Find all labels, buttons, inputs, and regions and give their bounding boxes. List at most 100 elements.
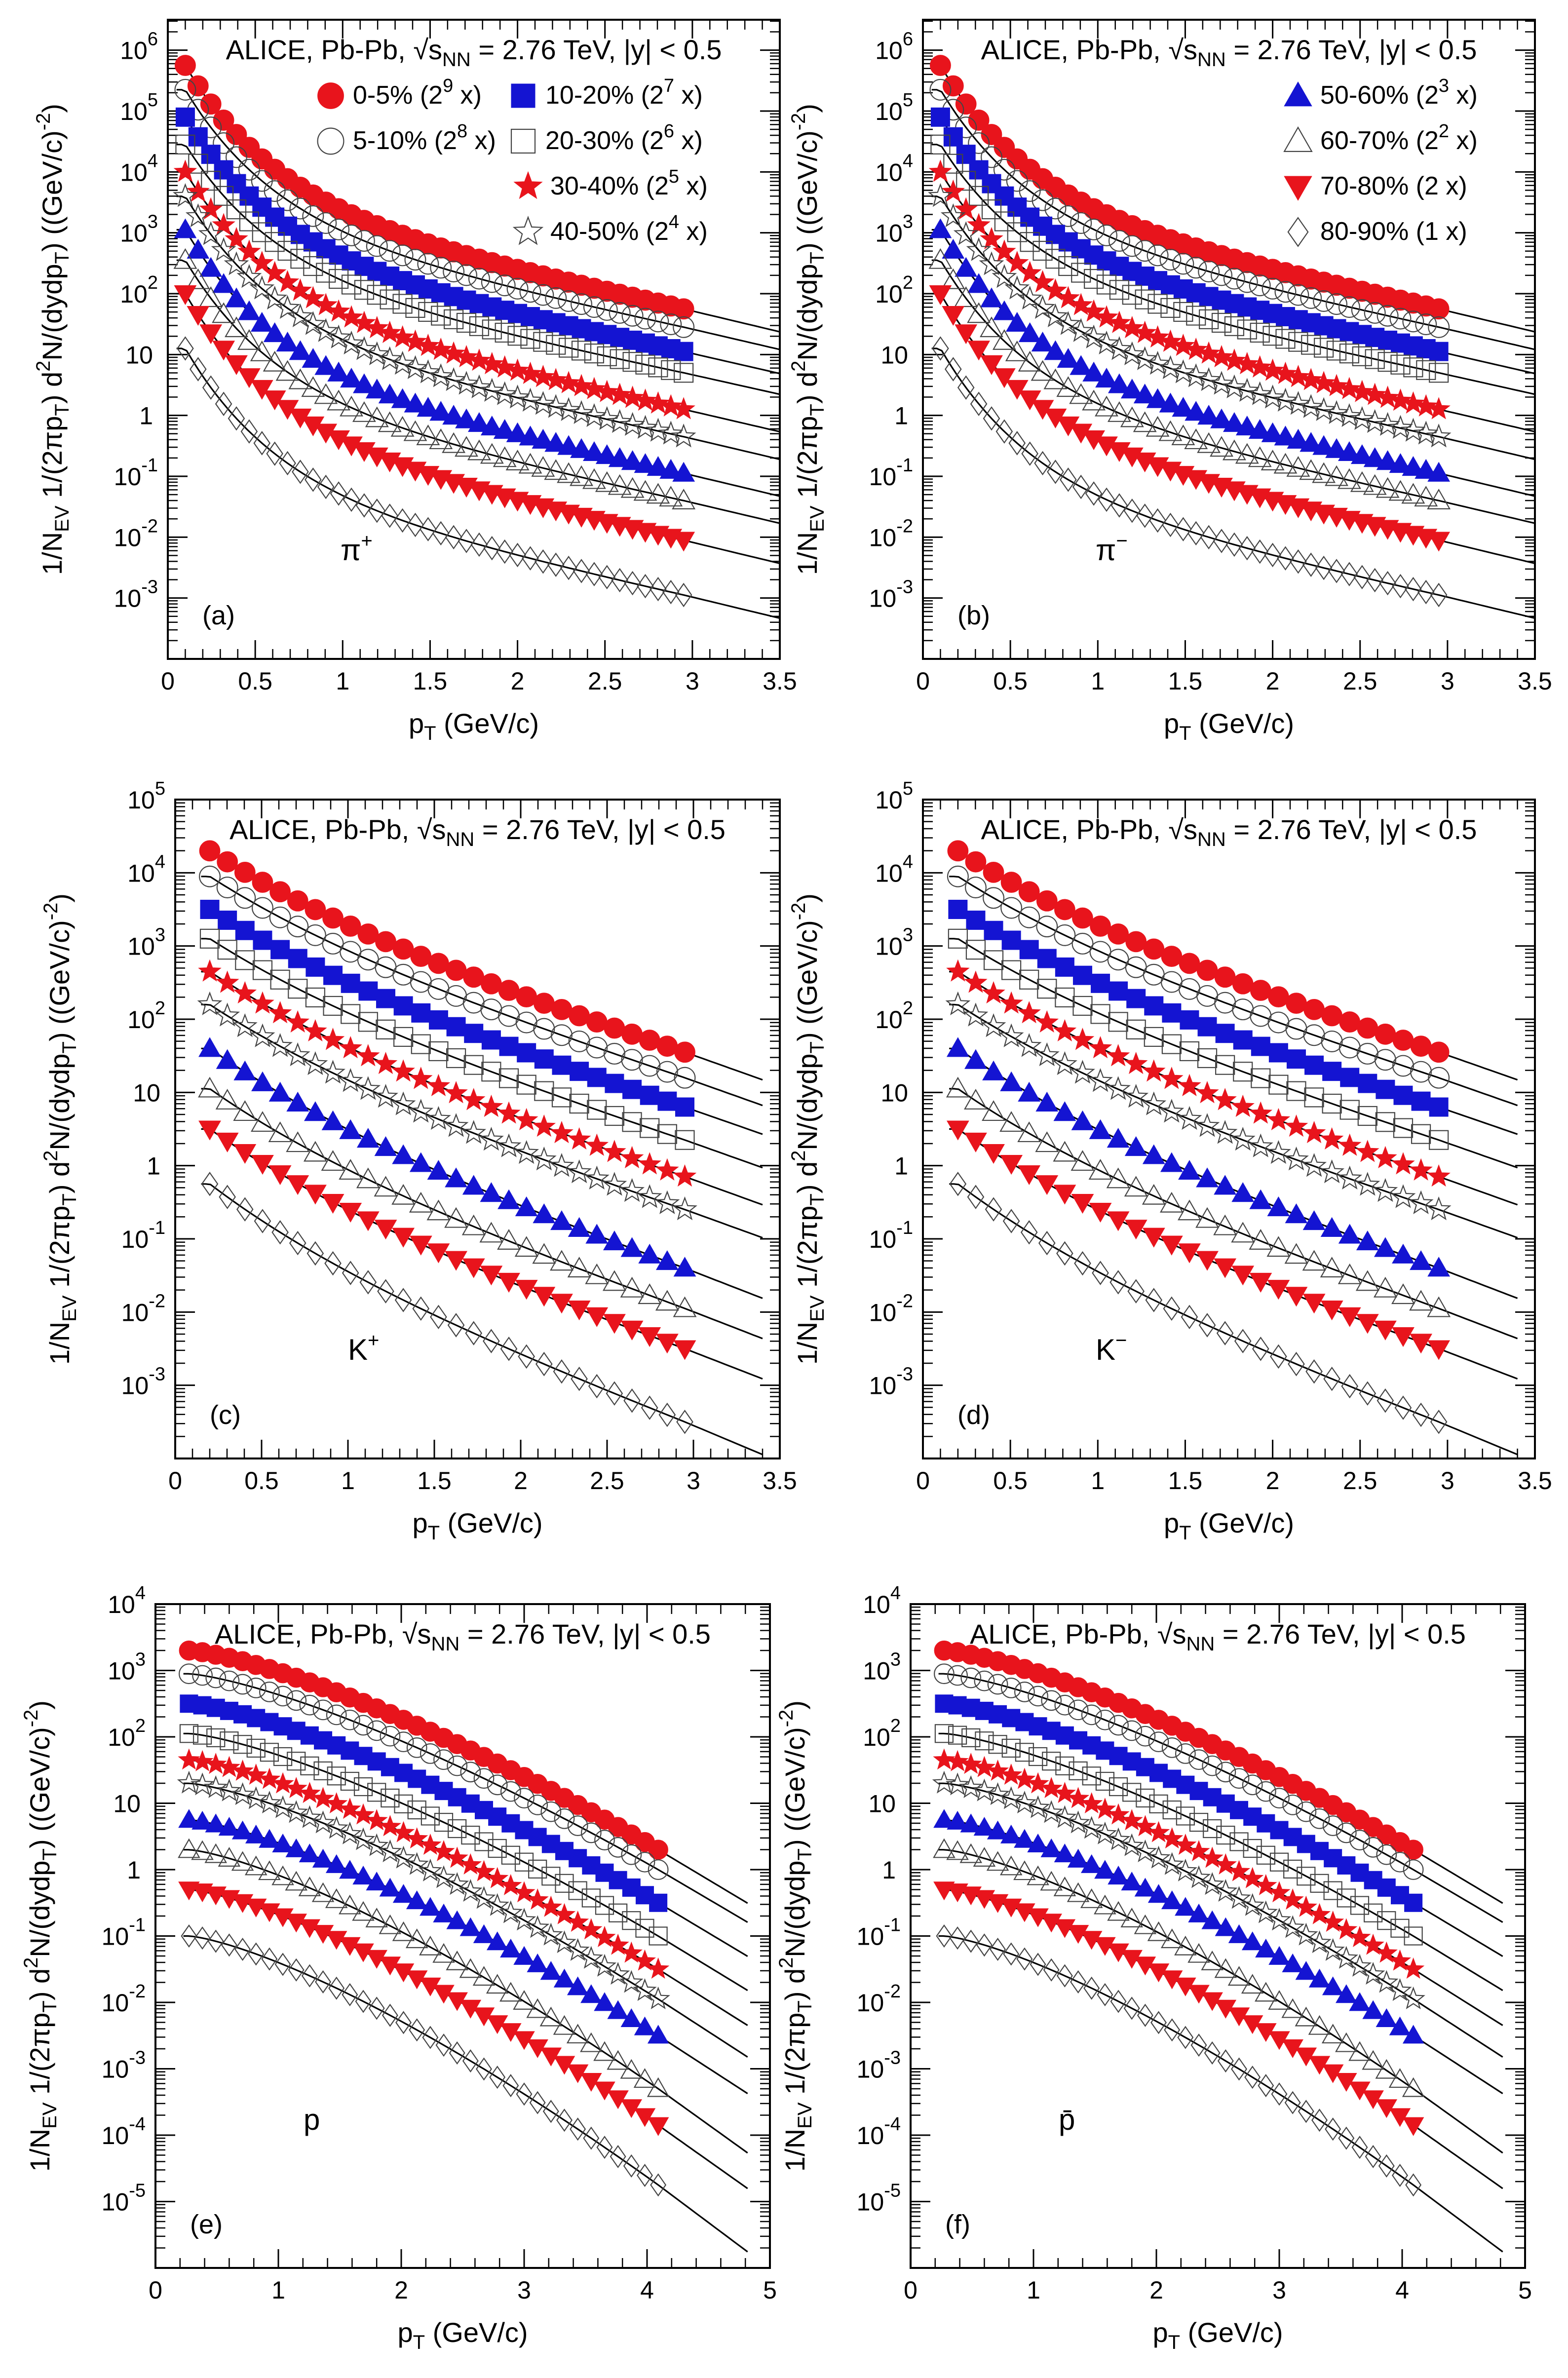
data-point <box>393 1027 414 1047</box>
data-point <box>1337 403 1362 427</box>
data-point <box>1358 1074 1377 1093</box>
data-point <box>409 1191 433 1213</box>
data-point <box>1391 1152 1415 1175</box>
data-point <box>1322 1093 1342 1114</box>
data-point <box>1251 1036 1270 1056</box>
data-point <box>1416 360 1436 380</box>
data-point <box>199 865 221 887</box>
data-point <box>532 1243 556 1264</box>
data-point <box>1107 1211 1130 1231</box>
data-point <box>367 1783 386 1802</box>
data-point <box>258 1860 281 1880</box>
data-point <box>1225 532 1243 557</box>
data-point <box>514 1140 539 1164</box>
data-point <box>356 1211 380 1231</box>
data-point <box>1122 1783 1142 1802</box>
data-point <box>1429 363 1449 383</box>
data-point <box>1223 348 1246 371</box>
data-point <box>556 397 581 421</box>
data-point <box>233 1144 257 1164</box>
data-point <box>1043 368 1068 389</box>
data-point <box>271 1772 294 1794</box>
data-point <box>467 412 491 432</box>
data-point <box>1308 1903 1331 1924</box>
data-point <box>655 1158 679 1181</box>
data-point <box>1186 306 1206 326</box>
data-point <box>1428 298 1450 320</box>
data-point <box>1039 1800 1064 1823</box>
data-point <box>973 1817 995 1836</box>
y-tick-label: 10-5 <box>102 2181 146 2216</box>
data-point <box>290 249 310 269</box>
data-point <box>1053 1019 1077 1042</box>
data-point <box>1146 325 1170 348</box>
data-point <box>1012 1791 1037 1814</box>
data-point <box>427 1243 450 1264</box>
data-point <box>403 329 427 352</box>
data-point <box>289 340 312 360</box>
data-point <box>1195 1207 1219 1228</box>
y-tick-label: 10-3 <box>114 577 158 613</box>
data-point <box>1055 957 1074 977</box>
data-point <box>1252 1337 1269 1361</box>
panel-f: 0 1 2 3 4 510-510-410-310-210-1110102103104AL… <box>775 1583 1532 2353</box>
data-point <box>1266 1236 1291 1257</box>
data-point <box>1311 2109 1328 2132</box>
data-point <box>1082 389 1106 411</box>
data-point <box>1388 480 1413 501</box>
data-point <box>324 1816 348 1839</box>
data-point <box>355 493 373 518</box>
data-point <box>602 1270 626 1291</box>
data-point <box>533 1203 556 1224</box>
data-point <box>298 1876 321 1896</box>
data-point <box>403 420 427 441</box>
data-point <box>993 239 1016 262</box>
data-point <box>647 310 669 333</box>
data-point <box>933 1748 956 1770</box>
data-point <box>1094 1860 1116 1879</box>
data-point <box>647 2025 669 2044</box>
data-point <box>1120 1908 1143 1927</box>
data-point <box>1338 1263 1362 1284</box>
data-point <box>620 1941 643 1963</box>
data-point <box>624 571 641 596</box>
data-point <box>366 1720 387 1741</box>
chart-title: ALICE, Pb-Pb, √sNN = 2.76 TeV, |y| < 0.5 <box>226 34 722 71</box>
data-point <box>1228 1924 1250 1943</box>
data-point <box>448 1819 467 1839</box>
data-point <box>519 281 541 303</box>
legend-marker <box>513 171 543 199</box>
data-point <box>1341 1374 1359 1399</box>
data-point <box>298 1782 321 1803</box>
data-point <box>1133 411 1157 432</box>
y-tick-label: 105 <box>127 778 165 814</box>
data-point <box>583 441 606 461</box>
data-point <box>607 1933 629 1955</box>
data-point <box>580 2032 603 2052</box>
data-point <box>1302 1250 1326 1271</box>
data-point <box>1054 1694 1075 1716</box>
legend-label: 5-10% (28 x) <box>353 121 496 155</box>
data-point <box>367 285 387 305</box>
data-point <box>530 391 556 415</box>
data-point <box>1094 330 1119 355</box>
data-point <box>187 238 210 259</box>
data-point <box>216 1049 239 1069</box>
data-point <box>1196 959 1218 981</box>
data-point <box>946 1076 970 1098</box>
data-point <box>1286 1049 1306 1069</box>
data-point <box>231 1820 254 1840</box>
data-point <box>218 1756 240 1777</box>
data-point <box>412 1296 430 1321</box>
data-point <box>340 395 363 417</box>
x-axis-title: pT (GeV/c) <box>1164 708 1294 744</box>
data-point <box>228 406 245 431</box>
data-point <box>1405 576 1422 602</box>
data-point <box>353 1777 373 1797</box>
data-point <box>1145 350 1171 375</box>
x-tick-label: 5 <box>763 2276 777 2304</box>
data-point <box>1082 361 1106 382</box>
data-point <box>366 1872 387 1891</box>
data-point <box>518 361 542 384</box>
data-point <box>1198 261 1220 283</box>
